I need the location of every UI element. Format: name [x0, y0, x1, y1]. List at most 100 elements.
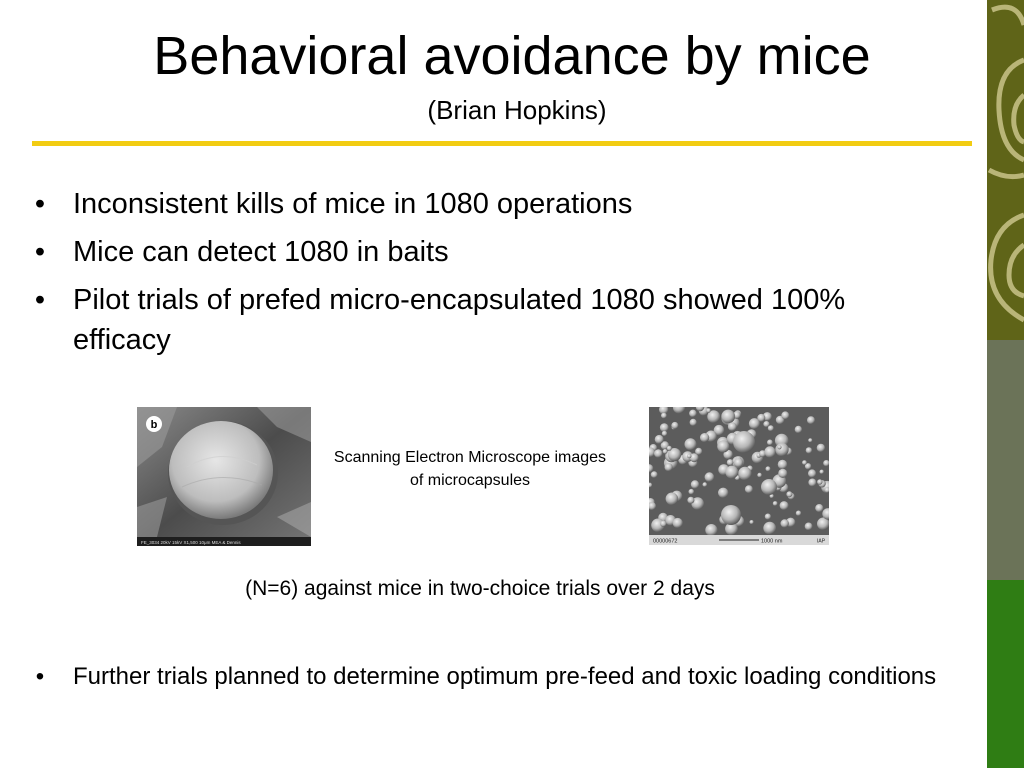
microcapsule-sphere — [706, 408, 711, 413]
microcapsule-sphere — [764, 446, 776, 458]
microcapsule-sphere — [665, 492, 679, 506]
sem-right-footer-scale: 1000 nm — [761, 539, 783, 545]
microcapsule-sphere — [824, 487, 829, 493]
microcapsule-sphere — [713, 424, 725, 436]
microcapsule-sphere — [671, 421, 679, 430]
microcapsule-sphere — [725, 522, 738, 536]
microcapsule-sphere — [672, 517, 683, 529]
microcapsule-sphere — [733, 458, 744, 468]
microcapsule-sphere — [649, 464, 654, 473]
bullet-text: Inconsistent kills of mice in 1080 opera… — [73, 188, 633, 220]
microcapsule-sphere — [649, 447, 656, 458]
microcapsule-sphere — [817, 479, 823, 485]
sem-right-footer-mark: IAP — [817, 539, 826, 545]
microcapsule-sphere — [777, 459, 788, 470]
microcapsule-sphere — [786, 491, 793, 498]
sem-image-capsule-cluster: 00000672 1000 nm IAP — [649, 407, 829, 545]
microcapsule-sphere — [654, 449, 663, 458]
bullet-list: • Inconsistent kills of mice in 1080 ope… — [30, 184, 930, 368]
microcapsule-sphere-large — [721, 505, 741, 525]
microcapsule-sphere — [795, 510, 802, 516]
microcapsule-sphere — [808, 469, 817, 478]
microcapsule-sphere — [815, 504, 824, 513]
sem-panel-label: b — [151, 419, 158, 431]
microcapsule-sphere — [757, 472, 762, 478]
microcapsule-sphere — [721, 409, 736, 424]
microcapsule-sphere — [666, 445, 672, 451]
microcapsule-sphere — [691, 497, 704, 510]
side-band-top — [987, 0, 1024, 340]
swirl-decoration — [987, 4, 1024, 323]
microcapsule-sphere — [808, 478, 817, 487]
microcapsule-sphere — [725, 465, 739, 479]
bullet-item: • Inconsistent kills of mice in 1080 ope… — [30, 184, 930, 224]
trial-note: (N=6) against mice in two-choice trials … — [245, 577, 715, 600]
microcapsule-sphere — [763, 421, 770, 428]
microcapsule-sphere — [650, 471, 658, 478]
microcapsule-sphere — [726, 459, 734, 466]
microcapsule-sphere — [816, 443, 826, 453]
microcapsule-sphere — [659, 423, 669, 432]
microcapsule-sphere — [695, 407, 705, 412]
bullet-item: • Mice can detect 1080 in baits — [30, 232, 930, 272]
microcapsule-sphere — [667, 448, 682, 462]
bullet-icon: • — [34, 236, 46, 268]
bullet-item: • Pilot trials of prefed micro-encapsula… — [30, 280, 930, 360]
microcapsule-sphere — [781, 411, 790, 420]
microcapsule-sphere-large — [733, 431, 755, 453]
microcapsule-sphere — [688, 488, 695, 495]
microcapsule-sphere — [808, 438, 813, 443]
microcapsule-sphere-large — [761, 479, 777, 495]
microcapsule-sphere — [661, 430, 668, 437]
microcapsule-sphere — [687, 496, 695, 504]
microcapsule-sphere — [807, 416, 815, 425]
bullet-icon: • — [34, 188, 46, 220]
microcapsule-sphere — [684, 438, 697, 451]
bullet-item: • Further trials planned to determine op… — [30, 660, 975, 694]
slide-title: Behavioral avoidance by mice — [153, 26, 871, 86]
microcapsule-sphere — [702, 482, 708, 487]
microcapsule-sphere — [649, 502, 657, 511]
microcapsule-sphere — [823, 460, 829, 467]
microcapsule-sphere — [804, 463, 812, 470]
microcapsule-sphere — [664, 463, 673, 472]
microcapsule-sphere — [775, 442, 789, 457]
microcapsule-sphere — [718, 487, 729, 498]
sem-image-single-capsule: b FE_3034 20kV 15kV X1,500 10μm MEA & De… — [137, 407, 311, 546]
microcapsule-sphere — [779, 501, 789, 511]
microcapsule-sphere — [794, 425, 803, 434]
microcapsule-sphere — [659, 407, 669, 415]
microcapsule-sphere — [723, 449, 733, 460]
bullet-text: Pilot trials of prefed micro-encapsulate… — [73, 284, 846, 356]
microcapsule-sphere — [819, 469, 824, 474]
microcapsule-sphere — [705, 524, 718, 537]
microcapsule-sphere — [749, 520, 754, 525]
side-band-middle — [987, 340, 1024, 580]
microcapsule-sphere — [704, 472, 715, 482]
bullet-text: Mice can detect 1080 in baits — [73, 236, 449, 268]
microcapsule-sphere — [767, 425, 774, 432]
microcapsule-sphere — [689, 409, 697, 418]
microcapsule-sphere — [759, 450, 766, 458]
sem-left-footer: FE_3034 20kV 15kV X1,500 10μm MEA & Denn… — [141, 540, 241, 545]
side-band-bottom — [987, 580, 1024, 768]
microcapsule-sphere — [822, 508, 829, 520]
title-underline — [32, 141, 972, 146]
microcapsule-sphere — [727, 422, 737, 432]
sem-caption: Scanning Electron Microscope images of m… — [333, 449, 607, 489]
microcapsule-sphere — [777, 445, 782, 450]
microcapsule-sphere — [662, 449, 668, 454]
sem-single-capsule-graphic: b FE_3034 20kV 15kV X1,500 10μm MEA & De… — [137, 407, 311, 546]
bullet-icon: • — [35, 663, 45, 690]
sem-cluster-graphic: 00000672 1000 nm IAP — [649, 407, 829, 545]
microcapsule-sphere — [689, 453, 699, 463]
microcapsule-sphere — [687, 453, 692, 459]
microcapsule-sphere — [767, 439, 773, 446]
microcapsule-sphere — [689, 418, 697, 426]
microcapsule-sphere — [763, 521, 777, 535]
microcapsule-sphere — [778, 468, 788, 478]
microcapsule-sphere — [690, 480, 700, 489]
slide-subtitle: (Brian Hopkins) — [427, 95, 607, 125]
bullet-text: Further trials planned to determine opti… — [73, 663, 937, 690]
microcapsule-sphere — [672, 407, 686, 414]
